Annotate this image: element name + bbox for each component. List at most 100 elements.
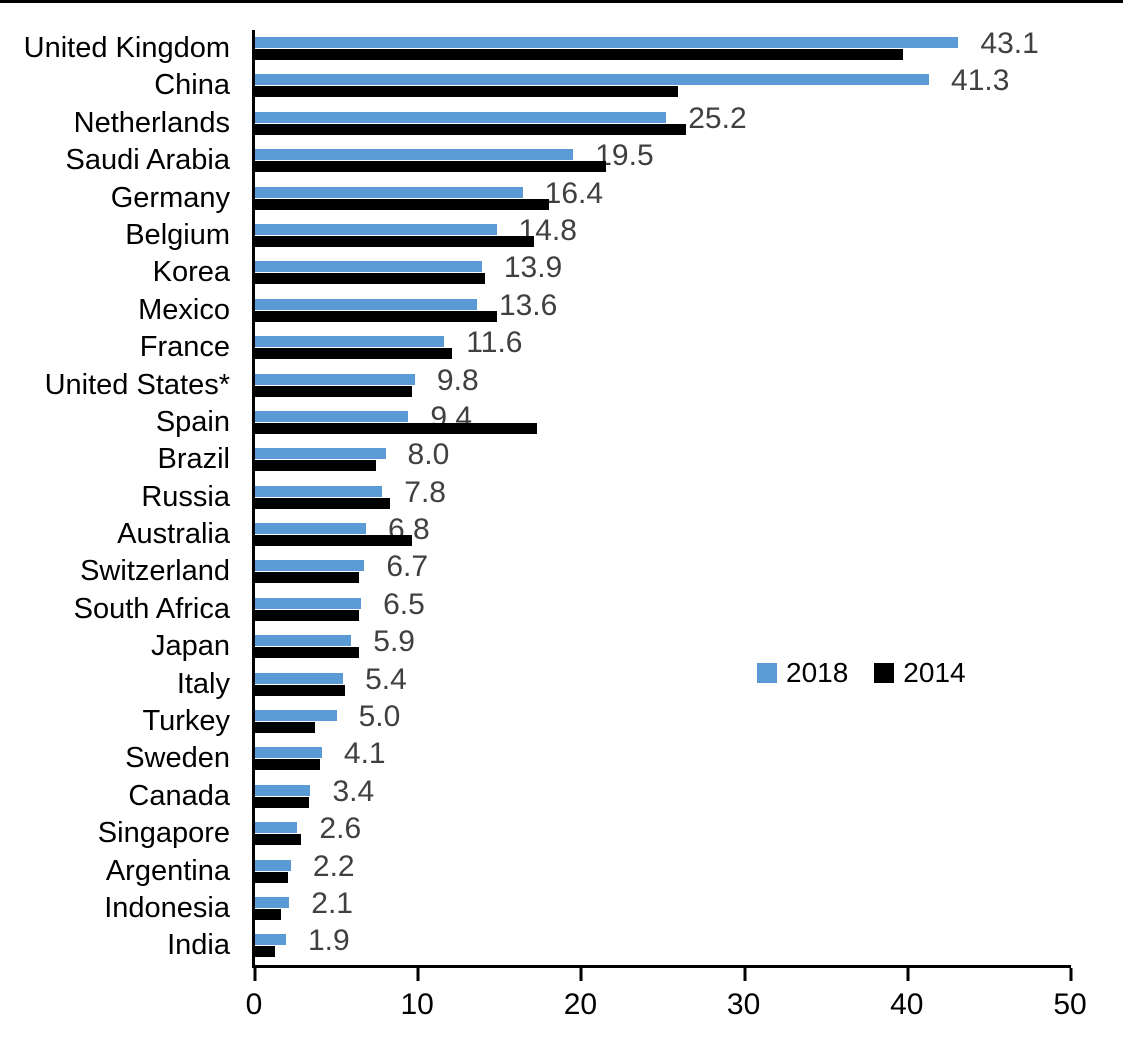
bar-2014 <box>255 834 301 846</box>
value-label: 4.1 <box>343 737 386 771</box>
value-label: 2.6 <box>319 812 362 846</box>
bar-row: 14.8 <box>255 215 1071 254</box>
bar-2014 <box>255 796 309 808</box>
bar-2018 <box>255 896 290 908</box>
category-label: Korea <box>152 256 230 289</box>
bar-2014 <box>255 722 316 734</box>
bar-row: 8.0 <box>255 440 1071 478</box>
category-label: Sweden <box>125 742 230 775</box>
category-label: Switzerland <box>80 555 230 588</box>
category-label: Canada <box>128 779 230 812</box>
category-label: Australia <box>117 518 230 551</box>
value-label: 16.4 <box>544 176 604 210</box>
value-label: 43.1 <box>980 27 1039 60</box>
bar-row: 5.4 <box>255 662 1071 703</box>
category-label: South Africa <box>73 592 230 625</box>
category-label: Germany <box>110 181 230 214</box>
bar-row: 5.9 <box>255 625 1071 665</box>
category-label: Belgium <box>125 218 230 251</box>
value-label: 2.2 <box>312 849 355 883</box>
bar-2018 <box>255 37 959 48</box>
bar-2018 <box>255 710 337 722</box>
legend-swatch-icon <box>874 663 895 683</box>
bar-2014 <box>255 273 486 285</box>
bar-row: 4.1 <box>255 737 1071 777</box>
bar-2014 <box>255 609 360 621</box>
bar-2018 <box>255 149 574 161</box>
value-label: 5.0 <box>358 700 401 734</box>
value-label: 6.7 <box>386 550 429 584</box>
bar-row: 6.5 <box>255 587 1071 628</box>
x-axis-tick-label: 40 <box>890 988 924 1021</box>
bar-2014 <box>255 647 360 659</box>
legend-label: 2014 <box>903 657 966 688</box>
bar-2018 <box>255 822 298 834</box>
bar-2014 <box>255 908 282 920</box>
bar-row: 16.4 <box>255 176 1071 217</box>
category-label: Brazil <box>157 443 230 476</box>
x-axis-tick-label: 50 <box>1053 988 1087 1021</box>
value-label: 3.4 <box>332 774 375 808</box>
bar-2018 <box>255 859 291 871</box>
bar-2014 <box>255 460 376 472</box>
bar-row: 5.0 <box>255 700 1071 740</box>
legend: 2018 2014 <box>757 657 966 689</box>
bar-2018 <box>255 410 409 422</box>
bar-2018 <box>255 485 383 497</box>
bar-2014 <box>255 385 412 397</box>
plot-area: 43.1 41.3 25.2 19.5 16.4 14.8 13.9 13.6 11.6 9.8 9… <box>252 27 1073 981</box>
bar-row: 6.7 <box>255 550 1071 590</box>
bar-2014 <box>255 422 538 434</box>
x-axis-tick <box>416 968 420 981</box>
legend-item-2018: 2018 <box>757 657 848 689</box>
value-label: 1.9 <box>308 924 350 958</box>
bar-2018 <box>255 934 286 946</box>
bar-2018 <box>255 672 344 684</box>
x-axis-tick-label: 30 <box>726 988 761 1021</box>
legend-swatch-icon <box>757 663 777 683</box>
bar-2014 <box>255 348 453 360</box>
value-label: 5.9 <box>373 625 415 659</box>
bar-2014 <box>255 86 678 98</box>
x-axis-tick <box>253 968 257 981</box>
bar-row: 9.4 <box>255 402 1071 441</box>
value-label: 6.5 <box>383 587 425 621</box>
value-label: 11.6 <box>466 326 523 360</box>
category-label: Indonesia <box>104 891 230 924</box>
bar-row: 19.5 <box>255 141 1071 179</box>
x-axis-tick <box>579 968 583 981</box>
bar-2014 <box>255 161 606 173</box>
bar-row: 13.6 <box>255 290 1071 329</box>
bar-2014 <box>255 198 549 210</box>
bar-2018 <box>255 336 445 348</box>
bar-2014 <box>255 759 321 771</box>
category-label: Russia <box>141 480 230 513</box>
bar-row: 7.8 <box>255 477 1071 516</box>
category-label: United Kingdom <box>23 32 230 64</box>
value-label: 9.8 <box>436 363 479 397</box>
bar-row: 2.2 <box>255 849 1071 890</box>
bar-row: 41.3 <box>255 64 1071 104</box>
bar-2018 <box>255 111 667 123</box>
bar-2018 <box>255 635 352 647</box>
value-label: 41.3 <box>951 64 1010 98</box>
x-axis-tick <box>906 968 910 981</box>
bar-row: 11.6 <box>255 326 1071 366</box>
legend-label: 2018 <box>786 657 849 688</box>
bar-2018 <box>255 448 386 460</box>
legend-item-2014: 2014 <box>874 657 966 689</box>
bar-row: 25.2 <box>255 101 1071 142</box>
x-axis-tick-label: 20 <box>563 988 598 1021</box>
bar-row: 43.1 <box>255 27 1071 67</box>
category-label: Saudi Arabia <box>65 144 230 177</box>
category-label: Singapore <box>97 817 230 850</box>
bar-row: 6.8 <box>255 515 1071 553</box>
value-label: 25.2 <box>688 101 747 135</box>
category-label: Argentina <box>105 854 230 887</box>
x-axis-tick <box>1069 968 1073 981</box>
category-labels: United Kingdom China Netherlands Saudi Arab… <box>0 30 230 965</box>
bar-2014 <box>255 235 535 247</box>
bar-2014 <box>255 946 275 958</box>
category-label: Spain <box>155 405 230 438</box>
value-label: 5.4 <box>365 662 407 696</box>
